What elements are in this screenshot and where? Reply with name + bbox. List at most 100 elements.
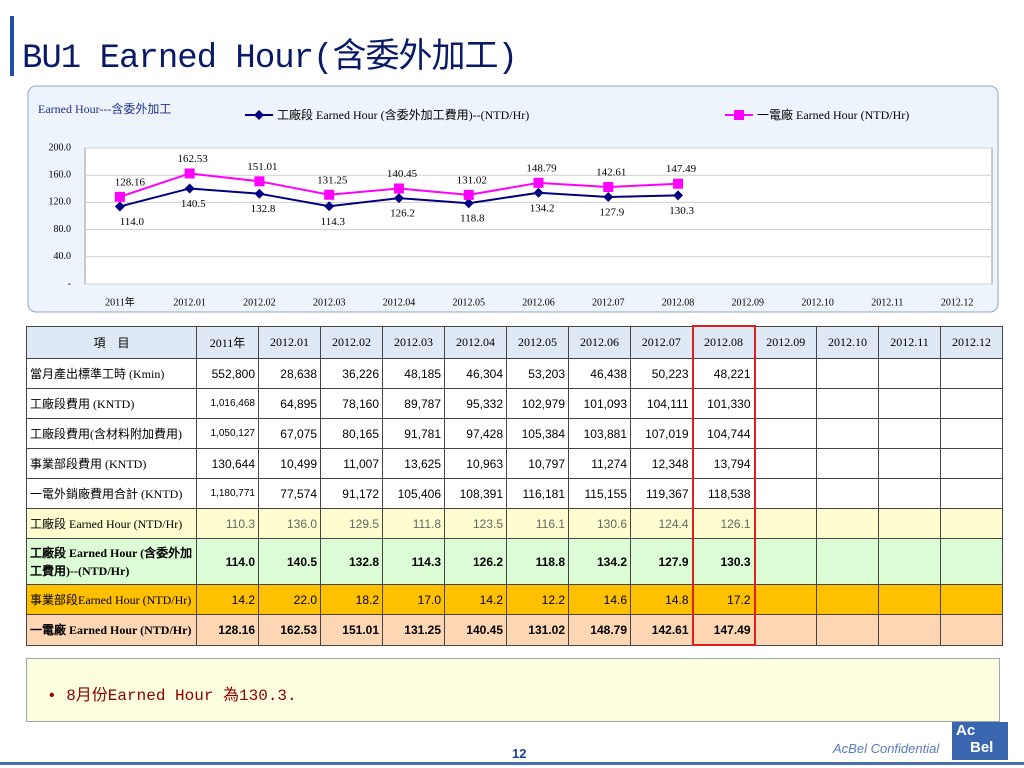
- bullet-text: 8月份Earned Hour 為130.3.: [66, 687, 297, 705]
- table-cell: 114.0: [196, 538, 259, 585]
- x-tick-label: 2011年: [105, 295, 135, 308]
- table-cell: 36,226: [320, 358, 383, 389]
- legend-label: 工廠段 Earned Hour (含委外加工費用)--(NTD/Hr): [277, 107, 529, 122]
- footer-line: [0, 762, 1024, 765]
- table-cell: 132.8: [320, 538, 383, 585]
- table-cell: 130,644: [196, 448, 259, 479]
- table-cell: 91,172: [320, 478, 383, 509]
- y-tick-label: 160.0: [49, 169, 72, 180]
- logo: Ac Bel: [952, 722, 1008, 760]
- header-cell: 2012.05: [506, 325, 569, 359]
- y-tick-label: -: [68, 278, 71, 289]
- table-cell: [940, 358, 1003, 389]
- table-cell: 162.53: [258, 614, 321, 646]
- table-cell: [754, 478, 817, 509]
- table-cell: 116,181: [506, 478, 569, 509]
- table-cell: 126.1: [691, 508, 756, 539]
- table-cell: 105,384: [506, 418, 569, 449]
- table-cell: 89,787: [382, 388, 445, 419]
- table-cell: 102,979: [506, 388, 569, 419]
- table-cell: [878, 418, 941, 449]
- table-cell: [878, 538, 941, 585]
- table-cell: 136.0: [258, 508, 321, 539]
- table-cell: 127.9: [630, 538, 693, 585]
- table-row: 事業部段費用 (KNTD) 130,644 10,499 11,007 13,625 10…: [26, 448, 1003, 479]
- table-cell: 134.2: [568, 538, 631, 585]
- table-cell: 17.0: [382, 584, 445, 615]
- header-cell: 2012.06: [568, 325, 631, 359]
- table-cell: [816, 538, 879, 585]
- table-cell: 101,330: [691, 388, 756, 419]
- table-cell: 14.2: [444, 584, 507, 615]
- table-cell: 12,348: [630, 448, 693, 479]
- header-cell: 2012.08: [691, 325, 756, 359]
- table-cell: 17.2: [691, 584, 756, 615]
- data-label: 162.53: [178, 153, 209, 165]
- table-cell: [754, 358, 817, 389]
- data-label: 140.5: [181, 198, 206, 210]
- x-tick-label: 2012.11: [871, 297, 903, 308]
- marker: [184, 183, 195, 194]
- x-tick-label: 2012.03: [313, 297, 346, 308]
- table-cell: 22.0: [258, 584, 321, 615]
- table-cell: [754, 508, 817, 539]
- table-cell: [878, 584, 941, 615]
- page-number: 12: [512, 746, 527, 761]
- table-cell: 111.8: [382, 508, 445, 539]
- table-cell: 18.2: [320, 584, 383, 615]
- table-cell: 115,155: [568, 478, 631, 509]
- data-label: 114.0: [120, 216, 145, 228]
- y-tick-label: 200.0: [49, 142, 72, 153]
- table-cell: 77,574: [258, 478, 321, 509]
- row-label: 當月產出標準工時 (Kmin): [26, 358, 197, 389]
- row-label: 工廠段 Earned Hour (NTD/Hr): [26, 508, 197, 539]
- table-cell: [940, 418, 1003, 449]
- table-cell: 118.8: [506, 538, 569, 585]
- table-cell: [878, 448, 941, 479]
- table-cell: [816, 358, 879, 389]
- table-cell: 13,625: [382, 448, 445, 479]
- table-cell: 123.5: [444, 508, 507, 539]
- table-row: 一電外銷廠費用合計 (KNTD) 1,180,771 77,574 91,172 105…: [26, 478, 1003, 509]
- marker: [254, 176, 265, 187]
- data-label: 128.16: [115, 176, 146, 188]
- slide-title: BU1 Earned Hour(含委外加工): [22, 40, 518, 78]
- x-tick-label: 2012.12: [941, 297, 974, 308]
- y-tick-label: 80.0: [54, 224, 72, 235]
- data-table: 項 目 2011年 2012.01 2012.02 2012.03 2012.04 2012…: [26, 325, 1003, 646]
- legend-label: 一電廠 Earned Hour (NTD/Hr): [757, 107, 909, 122]
- table-cell: 105,406: [382, 478, 445, 509]
- table-cell: 78,160: [320, 388, 383, 419]
- marker: [673, 178, 684, 189]
- table-cell: 130.6: [568, 508, 631, 539]
- data-label: 140.45: [387, 168, 418, 180]
- table-cell: 10,499: [258, 448, 321, 479]
- table-cell: 126.2: [444, 538, 507, 585]
- table-cell: 97,428: [444, 418, 507, 449]
- table-cell: 80,165: [320, 418, 383, 449]
- table-cell: 46,438: [568, 358, 631, 389]
- table-cell: 91,781: [382, 418, 445, 449]
- table-cell: 124.4: [630, 508, 693, 539]
- data-label: 147.49: [666, 163, 697, 175]
- table-cell: 118,538: [691, 478, 756, 509]
- row-label: 工廠段 Earned Hour (含委外加工費用)--(NTD/Hr): [26, 538, 197, 585]
- table-cell: 129.5: [320, 508, 383, 539]
- confidential: AcBel Confidential: [833, 741, 940, 756]
- table-cell: 104,744: [691, 418, 756, 449]
- table-cell: [816, 418, 879, 449]
- x-tick-label: 2012.04: [383, 297, 416, 308]
- table-cell: 101,093: [568, 388, 631, 419]
- x-tick-label: 2012.10: [801, 297, 834, 308]
- chart: Earned Hour---含委外加工 - 40.0 80.0 120.0 160.0 2…: [27, 85, 999, 313]
- table-cell: 48,221: [691, 358, 756, 389]
- data-label: 114.3: [321, 216, 346, 228]
- data-label: 134.2: [530, 202, 555, 214]
- legend-marker: [254, 110, 264, 120]
- header-cell: 2012.03: [382, 325, 445, 359]
- marker: [533, 187, 544, 198]
- table-cell: 48,185: [382, 358, 445, 389]
- table-cell: [754, 388, 817, 419]
- data-label: 131.25: [317, 174, 348, 186]
